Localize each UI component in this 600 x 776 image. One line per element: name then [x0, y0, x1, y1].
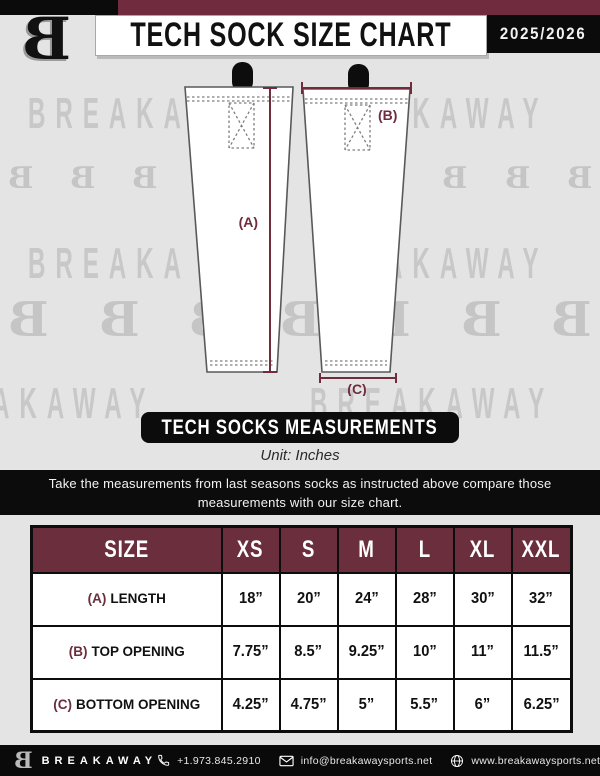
sock-diagram: (A) (B) (C) [184, 62, 412, 396]
season-badge: 2025/2026 [487, 15, 600, 53]
footer-bar: B BREAKAWAY +1.973.845.2910 info@breakaw… [0, 745, 600, 776]
envelope-icon [279, 755, 294, 766]
value-cell: 5” [336, 677, 397, 733]
size-table-header-cell: S [278, 525, 339, 574]
row-label-cell: (C) BOTTOM OPENING [30, 677, 223, 733]
table-row-bottom-opening: (C) BOTTOM OPENING 4.25” 4.75” 5” 5.5” 6”… [30, 677, 573, 733]
footer-phone: +1.973.845.2910 [157, 754, 261, 767]
top-bar-maroon [118, 0, 600, 15]
size-table-header-cell: L [394, 525, 455, 574]
footer-email: info@breakawaysports.net [279, 755, 433, 767]
instruction-band: Take the measurements from last seasons … [0, 470, 600, 515]
watermark-letters: AKAWAY [385, 239, 549, 288]
value-cell: 18” [220, 571, 281, 627]
measurements-banner: TECH SOCKS MEASUREMENTS [141, 412, 459, 443]
season-label: 2025/2026 [500, 24, 587, 43]
globe-icon [451, 754, 464, 767]
sock-right [302, 88, 411, 373]
watermark-letters: AKAWAY [0, 379, 156, 428]
value-cell: 6.25” [510, 677, 573, 733]
footer-email-address: info@breakawaysports.net [300, 754, 433, 767]
size-table-header-cell: M [336, 525, 397, 574]
watermark-letters: BREAKA [28, 239, 191, 288]
size-table-header-cell: SIZE [30, 525, 223, 574]
footer-brand: B BREAKAWAY [14, 747, 158, 774]
unit-note: Unit: Inches [260, 447, 340, 464]
value-cell: 4.75” [278, 677, 339, 733]
table-row-length: (A) LENGTH 18” 20” 24” 28” 30” 32” [30, 571, 573, 627]
value-cell: 6” [452, 677, 513, 733]
instruction-line-2: measurements with our size chart. [197, 494, 403, 510]
value-cell: 10” [394, 624, 455, 680]
value-cell: 11.5” [510, 624, 573, 680]
value-cell: 28” [394, 571, 455, 627]
value-cell: 32” [510, 571, 573, 627]
size-table-header-row: SIZE XS S M L XL XXL [30, 525, 573, 574]
value-cell: 11” [452, 624, 513, 680]
measurements-banner-label: TECH SOCKS MEASUREMENTS [161, 415, 439, 439]
size-table-header-cell: XXL [510, 525, 573, 574]
size-table-wrap: SIZE XS S M L XL XXL (A) LENGTH 18” 20” 2… [30, 525, 573, 733]
footer-website: www.breakawaysports.net [450, 754, 600, 768]
sock-tab-left [232, 62, 253, 92]
page-title: TECH SOCK SIZE CHART [130, 16, 452, 54]
size-table: SIZE XS S M L XL XXL (A) LENGTH 18” 20” 2… [30, 525, 573, 733]
size-table-header-cell: XL [452, 525, 513, 574]
value-cell: 8.5” [278, 624, 339, 680]
value-cell: 30” [452, 571, 513, 627]
value-cell: 20” [278, 571, 339, 627]
row-label-cell: (B) TOP OPENING [30, 624, 223, 680]
measure-label-c: (C) [347, 381, 366, 396]
sock-tab-right [348, 64, 369, 94]
value-cell: 5.5” [394, 677, 455, 733]
instruction-line-1: Take the measurements from last seasons … [48, 475, 552, 491]
value-cell: 7.75” [220, 624, 281, 680]
watermark-letters: BREAKA [28, 89, 191, 138]
breakaway-monogram-icon: B [14, 747, 33, 774]
footer-brand-name: BREAKAWAY [41, 754, 158, 767]
phone-icon [158, 754, 170, 766]
table-row-top-opening: (B) TOP OPENING 7.75” 8.5” 9.25” 10” 11” … [30, 624, 573, 680]
footer-website-url: www.breakawaysports.net [471, 754, 600, 767]
value-cell: 4.25” [220, 677, 281, 733]
value-cell: 24” [336, 571, 397, 627]
measure-label-a: (A) [239, 214, 258, 230]
measure-label-b: (B) [378, 107, 397, 123]
footer-phone-number: +1.973.845.2910 [177, 754, 261, 767]
value-cell: 9.25” [336, 624, 397, 680]
watermark-letters: AKAWAY [385, 89, 549, 138]
row-label-cell: (A) LENGTH [30, 571, 223, 627]
title-banner: TECH SOCK SIZE CHART [95, 15, 487, 56]
top-bar-black [0, 0, 118, 15]
size-table-header-cell: XS [220, 525, 281, 574]
